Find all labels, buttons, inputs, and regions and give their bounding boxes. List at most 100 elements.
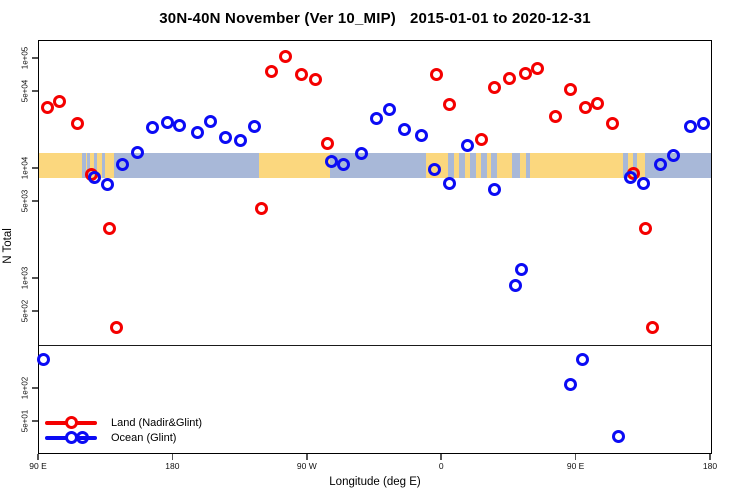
data-point-ocean [487,182,501,196]
data-point-ocean [637,177,651,191]
data-point-land [308,72,322,86]
y-tick-label: 1e+03 [20,266,30,290]
data-point-land [579,100,593,114]
ocean-patch [469,152,476,178]
land-segment [105,152,115,178]
data-point-ocean [428,163,442,177]
data-point-land [110,321,124,335]
data-point-land [605,117,619,131]
data-point-ocean [443,177,457,191]
y-tick-label: 5e+03 [20,189,30,213]
x-tick-label: 90 E [29,461,47,471]
land-segment [89,152,95,178]
data-point-ocean [325,155,339,169]
data-point-land [502,71,516,85]
legend-label-land: Land (Nadir&Glint) [111,416,203,429]
data-point-land [40,100,54,114]
legend-item-ocean: Ocean (Glint) [45,430,202,445]
land-segment [637,152,646,178]
chart-title: 30N-40N November (Ver 10_MIP) 2015-01-01 … [0,10,750,27]
data-point-ocean [204,114,218,128]
x-tick [37,453,39,460]
y-tick-label: 5e+02 [20,299,30,323]
x-tick [574,453,577,460]
data-point-ocean [461,138,475,152]
land-segment [258,152,331,178]
y-tick-label: 5e+04 [20,79,30,103]
legend-label-ocean: Ocean (Glint) [111,431,177,444]
chart-title-dates: 2015-01-01 to 2020-12-31 [409,10,591,27]
x-tick-label: 180 [702,461,718,471]
x-tick [171,453,174,460]
data-point-ocean [234,134,248,148]
y-tick-label: 5e+01 [20,409,30,433]
y-tick-label: 1e+04 [20,156,30,180]
chart-title-main: 30N-40N November (Ver 10_MIP) [159,10,396,27]
data-point-ocean [623,170,637,184]
land-segment [425,152,623,178]
data-point-ocean [101,178,115,192]
data-point-ocean [383,102,397,116]
y-tick-label: 1e+05 [20,46,30,70]
y-tick [32,420,38,422]
map-band [39,152,711,178]
x-tick [440,453,442,460]
data-point-ocean [145,120,159,134]
y-tick [32,200,38,202]
data-point-ocean [337,158,351,172]
legend: Land (Nadir&Glint) Ocean (Glint) [45,415,202,445]
data-point-ocean [247,119,261,133]
y-tick-label: 1e+02 [20,376,30,400]
plot-area: Land (Nadir&Glint) Ocean (Glint) [36,40,712,454]
data-point-ocean [116,158,130,172]
data-point-land [278,49,292,63]
data-point-ocean [369,111,383,125]
ocean-patch [525,152,531,178]
data-point-ocean [576,353,590,367]
legend-item-land: Land (Nadir&Glint) [45,415,202,430]
data-point-ocean [219,130,233,144]
data-point-ocean [611,429,625,443]
data-point-land [443,97,457,111]
ocean-patch [448,152,455,178]
ocean-patch [512,152,520,178]
data-point-land [591,96,604,110]
y-tick [32,277,38,279]
y-tick [32,90,38,92]
x-tick-label: 180 [165,461,180,471]
y-tick [32,387,38,389]
data-point-land [638,221,652,235]
data-point-land [295,67,309,81]
ocean-patch [81,152,87,178]
y-tick [32,310,38,312]
data-point-ocean [508,278,522,292]
legend-symbol-ocean [45,431,97,444]
reference-line [39,345,711,347]
data-point-land [549,109,563,123]
data-point-ocean [190,125,204,139]
y-tick [32,57,38,59]
data-point-land [487,80,501,94]
x-tick-label: 90 W [296,461,317,471]
data-point-ocean [172,118,186,132]
x-tick [306,453,308,460]
data-point-land [519,66,533,80]
data-point-ocean [564,377,578,391]
data-point-ocean [667,148,681,162]
y-axis-label: N Total [2,228,14,264]
ocean-patch [491,152,497,178]
data-point-land [53,95,67,109]
data-point-land [265,64,279,78]
data-point-ocean [355,147,369,161]
data-point-land [429,68,443,82]
x-tick-label: 0 [438,461,444,471]
ocean-patch [458,152,465,178]
legend-circle-icon [65,416,78,429]
data-point-land [102,221,116,235]
land-segment [628,152,634,178]
data-point-ocean [36,353,50,367]
data-point-land [474,133,488,147]
data-point-land [255,201,268,215]
data-point-ocean [697,116,711,130]
